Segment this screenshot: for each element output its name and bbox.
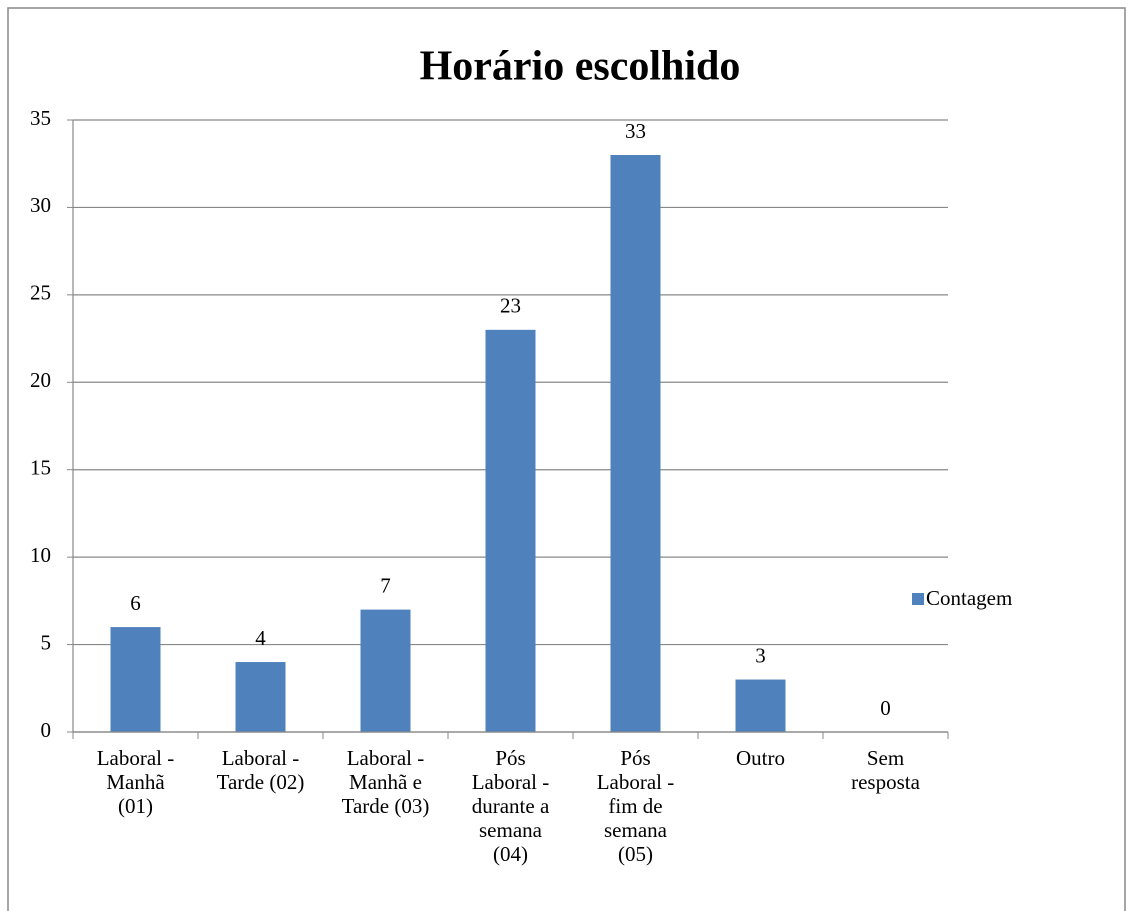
x-tick-label: Laboral - Tarde (02) (216, 746, 305, 794)
bar (360, 609, 411, 732)
y-tick-label: 20 (30, 368, 51, 392)
y-tick-label: 10 (30, 543, 51, 567)
data-label: 0 (880, 696, 891, 720)
x-tick-label: Outro (736, 746, 785, 770)
bar (110, 627, 161, 732)
y-tick-label: 25 (30, 281, 51, 305)
bar (235, 662, 286, 732)
y-tick-label: 5 (41, 630, 52, 654)
x-tick-label: Pós Laboral - fim de semana (05) (596, 746, 675, 866)
legend-swatch (912, 593, 924, 605)
data-label: 33 (625, 119, 646, 143)
bar (485, 329, 536, 732)
y-tick-label: 15 (30, 456, 51, 480)
x-tick-label: Sem resposta (851, 746, 920, 794)
data-label: 7 (380, 573, 391, 597)
data-label: 6 (130, 591, 141, 615)
bar (735, 679, 786, 732)
bar (610, 154, 661, 732)
data-label: 4 (255, 626, 266, 650)
chart-title: Horário escolhido (420, 44, 741, 90)
x-tick-label: Pós Laboral - durante a semana (04) (471, 746, 550, 866)
data-label: 3 (755, 643, 766, 667)
y-tick-label: 30 (30, 193, 51, 217)
y-tick-label: 35 (30, 106, 51, 130)
x-tick-label: Laboral - Manhã (01) (96, 746, 175, 818)
x-tick-label: Laboral - Manhã e Tarde (03) (341, 746, 430, 818)
data-label: 23 (500, 294, 521, 318)
chart-frame (7, 7, 1126, 911)
y-tick-label: 0 (41, 718, 52, 742)
legend-label: Contagem (926, 586, 1012, 610)
